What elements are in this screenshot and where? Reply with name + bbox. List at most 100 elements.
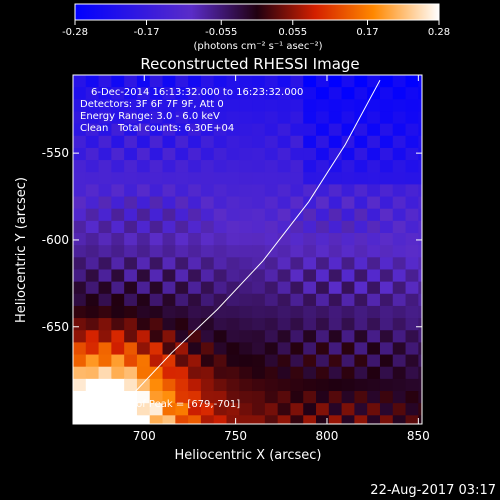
heatmap-cell [136, 123, 151, 137]
heatmap-cell [405, 366, 419, 380]
heatmap-cell [328, 354, 343, 368]
heatmap-cell [200, 293, 215, 307]
heatmap-cell [136, 330, 151, 343]
heatmap-cell [98, 403, 112, 416]
heatmap-cell [136, 318, 151, 331]
heatmap-cell [111, 330, 125, 343]
heatmap-cell [264, 403, 279, 416]
heatmap-cell [405, 208, 419, 222]
heatmap-cell [405, 257, 419, 271]
heatmap-cell [149, 87, 164, 100]
heatmap-cell [379, 184, 394, 198]
heatmap-cell [162, 111, 176, 125]
heatmap-cell [277, 184, 292, 198]
heatmap-cell [367, 415, 381, 424]
heatmap-cell [341, 415, 355, 424]
heatmap-cell [175, 184, 189, 198]
heatmap-cell [98, 245, 112, 258]
heatmap-cell [239, 99, 253, 113]
heatmap-cell [379, 257, 394, 271]
heatmap-cell [418, 269, 422, 283]
heatmap-cell [85, 233, 100, 246]
heatmap-cell [162, 354, 176, 368]
heatmap-cell [111, 281, 125, 295]
heatmap-cell [73, 269, 87, 283]
heatmap-cell [341, 342, 355, 356]
heatmap-cell [392, 318, 407, 331]
heatmap-cell [149, 415, 164, 424]
heatmap-cell [111, 415, 125, 424]
heatmap-cell [303, 220, 317, 234]
heatmap-cell [328, 99, 343, 113]
heatmap-cell [392, 75, 407, 88]
heatmap-cell [252, 257, 266, 271]
heatmap-cell [239, 293, 253, 307]
heatmap-cell [124, 305, 138, 319]
heatmap-cell [316, 184, 330, 198]
heatmap-cell [188, 196, 202, 210]
heatmap-cell [136, 208, 151, 222]
heatmap-cell [175, 330, 189, 343]
heatmap-cell [136, 160, 151, 173]
heatmap-cell [392, 160, 407, 173]
heatmap-cell [392, 111, 407, 125]
heatmap-cell [188, 147, 202, 161]
heatmap-cell [290, 123, 304, 137]
heatmap-cell [239, 342, 253, 356]
heatmap-cell [303, 208, 317, 222]
heatmap-cell [85, 196, 100, 210]
heatmap-cell [226, 99, 240, 113]
heatmap-cell [277, 281, 292, 295]
heatmap-cell [136, 403, 151, 416]
heatmap-cell [73, 87, 87, 100]
heatmap-cell [200, 281, 215, 295]
heatmap-cell [252, 342, 266, 356]
heatmap-cell [149, 305, 164, 319]
heatmap-cell [354, 208, 368, 222]
heatmap-cell [162, 415, 176, 424]
heatmap-cell [303, 160, 317, 173]
heatmap-cell [111, 257, 125, 271]
heatmap-cell [264, 257, 279, 271]
heatmap-cell [252, 208, 266, 222]
heatmap-cell [162, 233, 176, 246]
heatmap-cell [290, 147, 304, 161]
heatmap-cell [85, 342, 100, 356]
heatmap-cell [149, 123, 164, 137]
heatmap-cell [367, 318, 381, 331]
heatmap-cell [226, 391, 240, 404]
heatmap-cell [328, 123, 343, 137]
heatmap-cell [162, 220, 176, 234]
heatmap-cell [328, 403, 343, 416]
heatmap-cell [418, 208, 422, 222]
heatmap-cell [277, 342, 292, 356]
heatmap-cell [175, 147, 189, 161]
heatmap-cell [252, 172, 266, 185]
heatmap-cell [175, 233, 189, 246]
heatmap-cell [341, 354, 355, 368]
heatmap-cell [85, 87, 100, 100]
heatmap-cell [277, 233, 292, 246]
heatmap-cell [303, 281, 317, 295]
heatmap-cell [277, 172, 292, 185]
heatmap-cell [200, 318, 215, 331]
heatmap-cell [200, 196, 215, 210]
heatmap-cell [213, 415, 228, 424]
heatmap-cell [354, 342, 368, 356]
heatmap-cell [136, 135, 151, 149]
colorbar-frame [74, 3, 440, 21]
heatmap-cell [405, 220, 419, 234]
heatmap-cells [73, 75, 422, 424]
heatmap-cell [328, 196, 343, 210]
heatmap-cell [379, 281, 394, 295]
heatmap-cell [367, 342, 381, 356]
heatmap-cell [277, 123, 292, 137]
heatmap-cell [239, 233, 253, 246]
heatmap-cell [379, 208, 394, 222]
heatmap-cell [367, 123, 381, 137]
heatmap-cell [405, 75, 419, 88]
heatmap-cell [85, 245, 100, 258]
heatmap-cell [111, 305, 125, 319]
heatmap-cell [73, 342, 87, 356]
heatmap-cell [264, 220, 279, 234]
